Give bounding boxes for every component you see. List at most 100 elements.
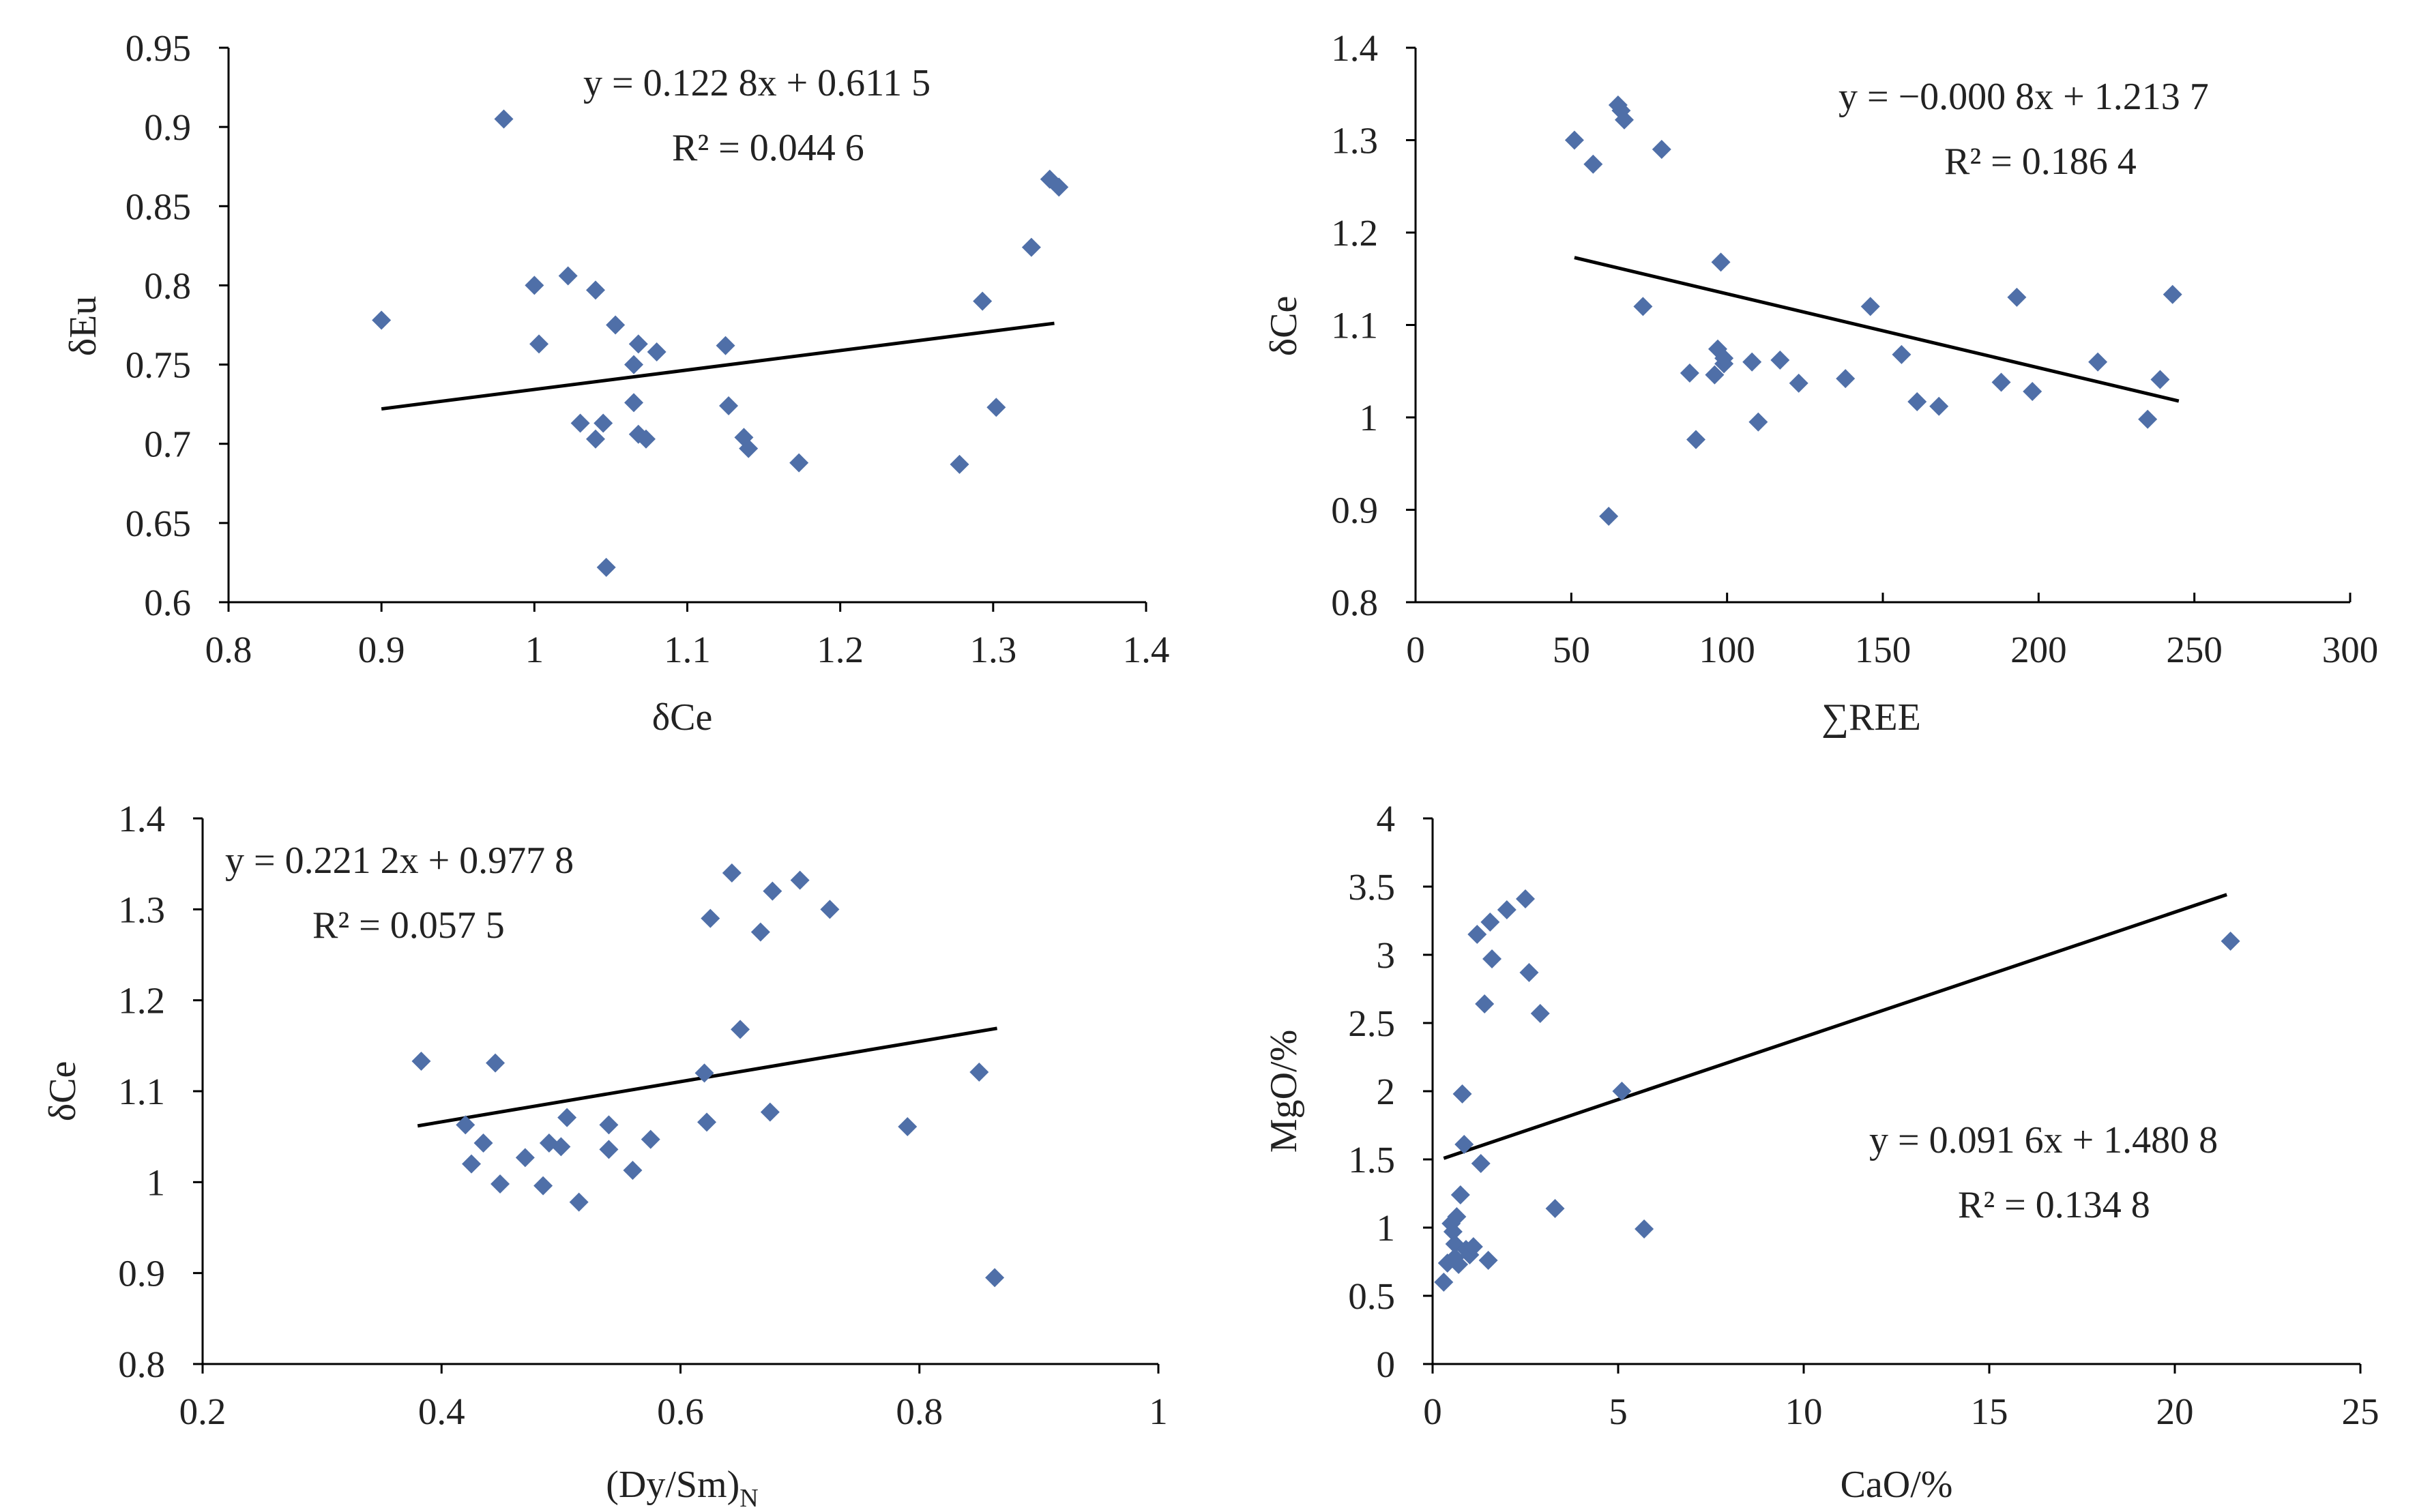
data-point xyxy=(490,1174,510,1194)
data-point xyxy=(790,870,810,890)
x-tick-label: 0 xyxy=(1423,1391,1442,1432)
data-point xyxy=(719,396,739,415)
y-tick-label: 1.4 xyxy=(118,798,165,840)
data-point xyxy=(1836,369,1856,389)
data-point xyxy=(1497,900,1517,919)
data-point xyxy=(606,315,626,335)
x-tick-label: 1 xyxy=(1149,1391,1168,1432)
data-point xyxy=(731,1020,750,1039)
data-point xyxy=(2221,932,2240,951)
data-point xyxy=(1480,913,1500,932)
data-point xyxy=(586,280,605,300)
trend-line xyxy=(1574,256,2180,403)
x-tick-label: 250 xyxy=(2166,629,2223,670)
x-tick-label: 20 xyxy=(2156,1391,2194,1432)
data-point xyxy=(1021,237,1041,257)
y-tick-label: 1.5 xyxy=(1348,1139,1395,1181)
data-point xyxy=(1705,365,1725,385)
y-tick-label: 1.4 xyxy=(1331,27,1378,69)
data-point xyxy=(529,334,549,354)
x-axis-title-subscript: N xyxy=(739,1484,758,1512)
data-point xyxy=(1748,412,1768,432)
data-point xyxy=(760,1102,780,1122)
data-point xyxy=(1443,1222,1463,1241)
trendline-equation: y = 0.122 8x + 0.611 5 xyxy=(583,62,931,104)
data-point xyxy=(1680,363,1699,383)
data-point xyxy=(599,1140,619,1159)
data-point xyxy=(739,439,759,458)
trendline-equation: y = 0.221 2x + 0.977 8 xyxy=(225,840,574,882)
x-tick-label: 25 xyxy=(2342,1391,2379,1432)
data-point xyxy=(1049,177,1069,197)
y-tick-label: 0.9 xyxy=(144,106,191,148)
x-tick-label: 0.9 xyxy=(358,629,405,670)
data-point xyxy=(515,1148,535,1168)
y-tick-label: 1.2 xyxy=(118,980,165,1022)
data-point xyxy=(372,310,392,330)
data-point xyxy=(1686,430,1705,449)
x-tick-label: 0.4 xyxy=(418,1391,465,1432)
data-point xyxy=(722,863,742,883)
r-squared-label: R² = 0.057 5 xyxy=(312,904,505,947)
y-tick-label: 2.5 xyxy=(1348,1003,1395,1044)
chart-panel-delta-eu-vs-delta-ce: δCe δEu y = 0.122 8x + 0.611 5 R² = 0.04… xyxy=(62,27,1169,739)
y-tick-label: 1 xyxy=(147,1161,166,1203)
x-tick-label: 1.3 xyxy=(969,629,1016,670)
x-axis-title: δCe xyxy=(652,696,713,739)
data-point xyxy=(599,1115,619,1135)
data-point xyxy=(1711,252,1731,272)
x-tick-label: 0.2 xyxy=(179,1391,226,1432)
trend-line xyxy=(381,321,1055,411)
trend-line xyxy=(1443,893,2227,1160)
x-tick-label: 1.4 xyxy=(1123,629,1170,670)
data-point xyxy=(1612,1082,1632,1101)
data-point xyxy=(494,109,514,129)
x-tick-label: 0.6 xyxy=(657,1391,704,1432)
y-tick-label: 4 xyxy=(1377,798,1396,840)
data-point xyxy=(636,429,656,449)
data-point xyxy=(969,1063,989,1082)
data-point xyxy=(1471,1154,1491,1173)
data-point xyxy=(533,1176,553,1196)
x-axis-title: (Dy/Sm)N xyxy=(606,1464,758,1512)
y-tick-label: 0.7 xyxy=(144,424,191,465)
y-tick-label: 1.2 xyxy=(1331,212,1378,254)
data-point xyxy=(569,1192,589,1212)
data-point xyxy=(1907,391,1927,411)
data-point xyxy=(789,453,809,473)
data-point xyxy=(2150,370,2170,389)
x-tick-label: 300 xyxy=(2322,629,2379,670)
x-tick-label: 15 xyxy=(1971,1391,2008,1432)
y-tick-label: 0.6 xyxy=(144,582,191,623)
data-point xyxy=(411,1052,431,1071)
data-point xyxy=(1530,1004,1550,1023)
data-point xyxy=(594,413,613,433)
data-point xyxy=(1447,1207,1467,1226)
data-point xyxy=(950,454,969,474)
data-point xyxy=(1475,994,1495,1013)
x-tick-label: 0.8 xyxy=(205,629,252,670)
y-tick-label: 1.1 xyxy=(118,1071,165,1112)
data-point xyxy=(1434,1273,1454,1292)
data-point xyxy=(701,908,720,928)
chart-panel-delta-ce-vs-sum-ree: ∑REE δCe y = −0.000 8x + 1.213 7 R² = 0.… xyxy=(1263,27,2378,739)
data-point xyxy=(647,342,666,361)
data-point xyxy=(1463,1237,1483,1256)
data-point xyxy=(1516,889,1535,908)
data-point xyxy=(2007,287,2027,307)
x-tick-label: 0 xyxy=(1406,629,1425,670)
r-squared-label: R² = 0.186 4 xyxy=(1944,140,2137,183)
x-tick-label: 50 xyxy=(1553,629,1590,670)
data-point xyxy=(2138,409,2158,429)
data-point xyxy=(898,1117,918,1136)
data-point xyxy=(586,429,605,449)
y-tick-label: 0.75 xyxy=(126,344,191,386)
y-tick-label: 0.65 xyxy=(126,503,191,544)
chart-panel-mgo-vs-cao: CaO/% MgO/% y = 0.091 6x + 1.480 8 R² = … xyxy=(1263,798,2379,1506)
data-point xyxy=(1545,1199,1565,1218)
y-axis-title: MgO/% xyxy=(1263,1030,1305,1153)
x-tick-label: 150 xyxy=(1855,629,1911,670)
data-point xyxy=(1519,963,1539,982)
trendline-equation: y = −0.000 8x + 1.213 7 xyxy=(1839,76,2209,118)
x-tick-label: 0.8 xyxy=(896,1391,943,1432)
